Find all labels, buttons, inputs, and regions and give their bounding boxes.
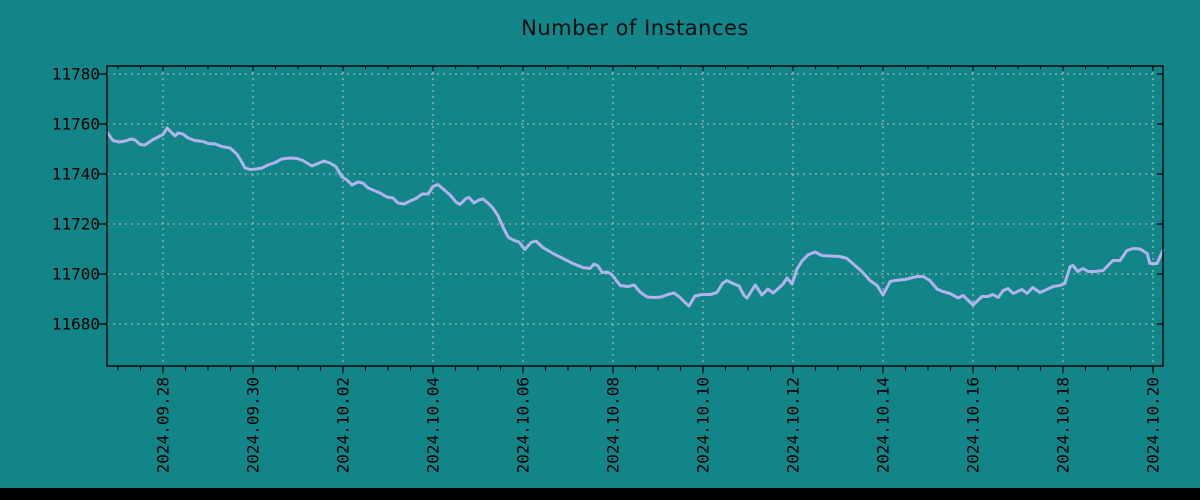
chart-title: Number of Instances bbox=[521, 16, 749, 40]
svg-text:11720: 11720 bbox=[52, 215, 100, 234]
svg-text:2024.10.04: 2024.10.04 bbox=[424, 377, 443, 473]
svg-text:2024.09.28: 2024.09.28 bbox=[154, 377, 173, 473]
y-gridlines bbox=[107, 73, 1163, 325]
x-tick-labels: 2024.09.28 2024.09.30 2024.10.02 2024.10.04… bbox=[154, 377, 1163, 473]
svg-text:2024.10.06: 2024.10.06 bbox=[514, 377, 533, 473]
svg-text:11780: 11780 bbox=[52, 65, 100, 84]
svg-text:2024.10.12: 2024.10.12 bbox=[784, 377, 803, 473]
svg-text:11700: 11700 bbox=[52, 265, 100, 284]
axis-ticks bbox=[99, 66, 1163, 374]
plot-border bbox=[106, 65, 1164, 367]
svg-text:11740: 11740 bbox=[52, 165, 100, 184]
svg-text:2024.10.08: 2024.10.08 bbox=[604, 377, 623, 473]
y-tick-labels: 11680 11700 11720 11740 11760 11780 bbox=[52, 65, 100, 334]
svg-text:2024.10.02: 2024.10.02 bbox=[334, 377, 353, 473]
svg-text:2024.10.16: 2024.10.16 bbox=[964, 377, 983, 473]
x-gridlines bbox=[162, 66, 1154, 366]
svg-text:2024.10.18: 2024.10.18 bbox=[1054, 377, 1073, 473]
svg-text:2024.10.20: 2024.10.20 bbox=[1144, 377, 1163, 473]
svg-text:2024.09.30: 2024.09.30 bbox=[244, 377, 263, 473]
data-line-series bbox=[105, 126, 1165, 308]
bottom-bar bbox=[0, 488, 1200, 500]
svg-text:2024.10.10: 2024.10.10 bbox=[694, 377, 713, 473]
svg-text:11680: 11680 bbox=[52, 315, 100, 334]
svg-text:2024.10.14: 2024.10.14 bbox=[874, 377, 893, 473]
svg-text:11760: 11760 bbox=[52, 115, 100, 134]
